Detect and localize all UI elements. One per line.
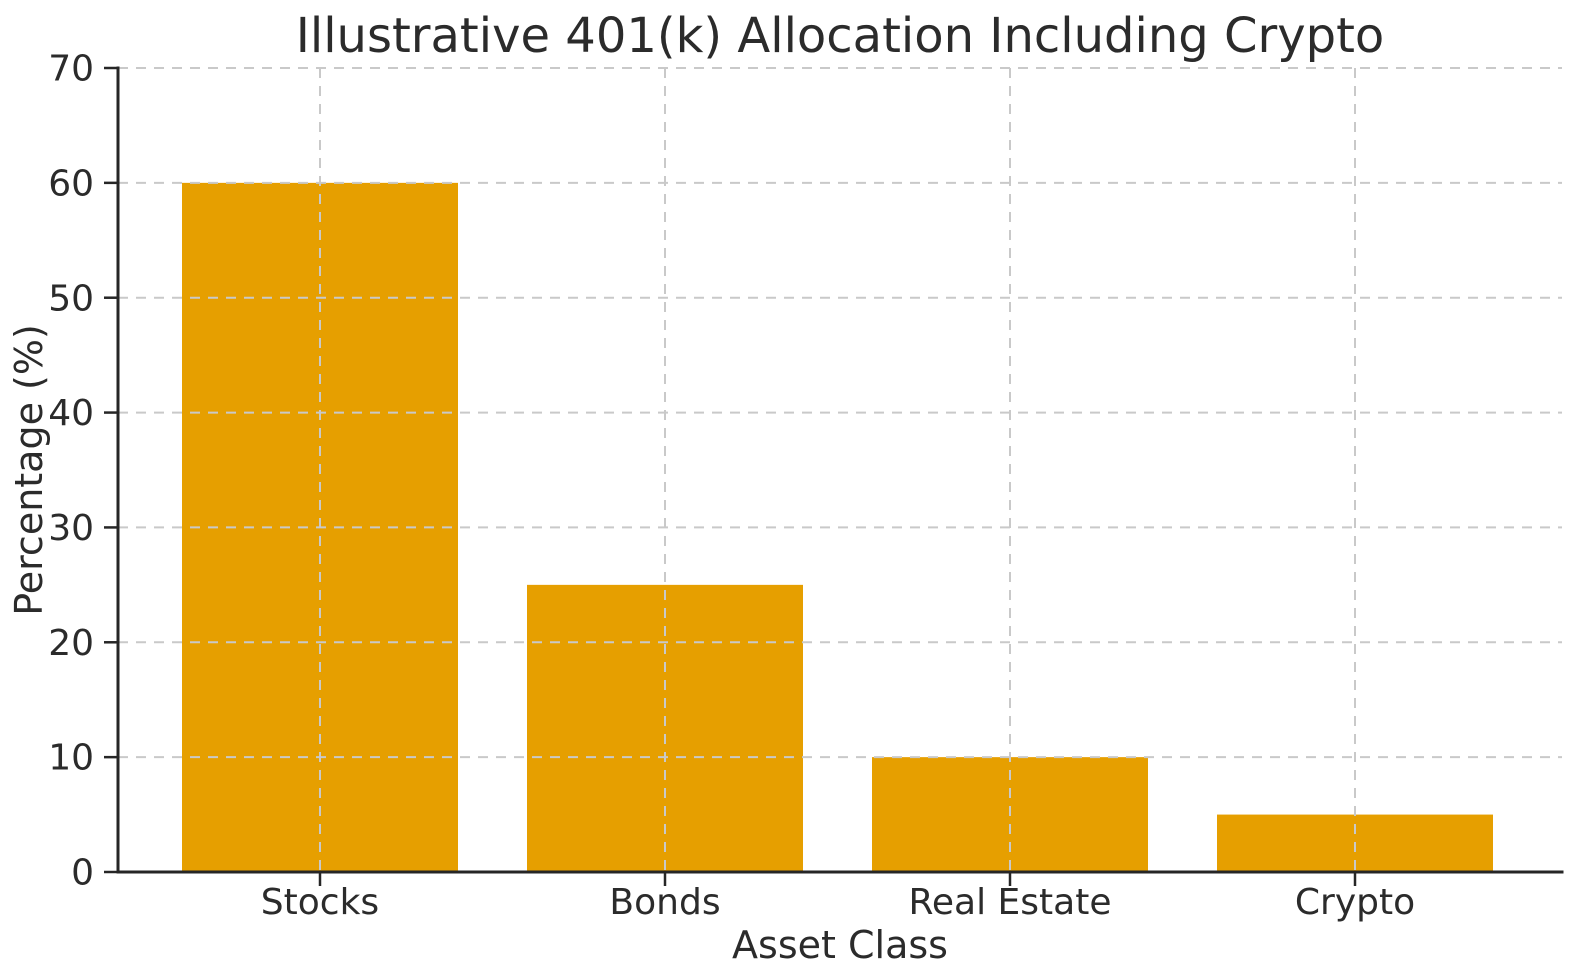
axes-spines <box>116 66 1564 874</box>
y-tick-label-40: 40 <box>48 393 94 434</box>
y-tick-label-10: 10 <box>48 738 94 779</box>
ticks-layer <box>104 66 1357 886</box>
x-tick-label-crypto: Crypto <box>1295 882 1415 923</box>
x-tick-label-real-estate: Real Estate <box>909 882 1112 923</box>
y-tick-label-50: 50 <box>48 278 94 319</box>
y-tick-label-20: 20 <box>48 623 94 664</box>
y-tick-label-60: 60 <box>48 163 94 204</box>
x-tick-label-bonds: Bonds <box>609 882 720 923</box>
chart-title: Illustrative 401(k) Allocation Including… <box>296 8 1385 64</box>
x-axis-label: Asset Class <box>732 923 948 967</box>
y-tick-label-0: 0 <box>71 853 94 894</box>
y-tick-label-30: 30 <box>48 508 94 549</box>
grid-layer <box>118 67 1562 872</box>
tick-labels-layer: 0 10 20 30 40 50 60 70 Stocks Bonds Real Estate Cry… <box>48 49 1415 923</box>
y-axis-label: Percentage (%) <box>7 324 51 616</box>
y-tick-label-70: 70 <box>48 49 94 90</box>
x-tick-label-stocks: Stocks <box>261 882 379 923</box>
